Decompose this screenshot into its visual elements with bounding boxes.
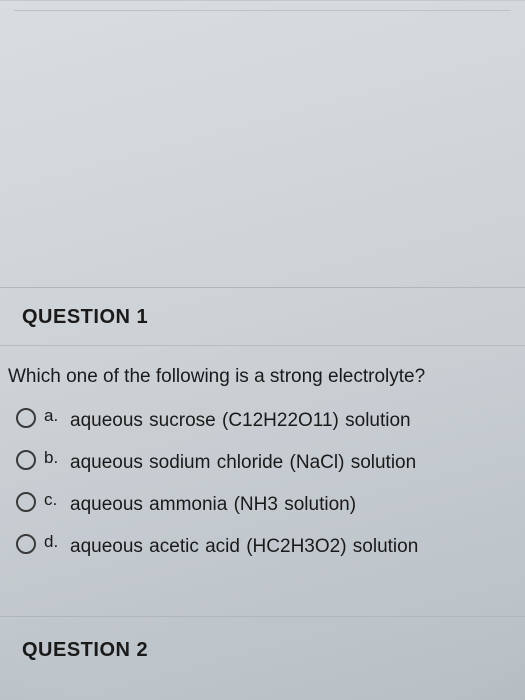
option-a-row[interactable]: a. aqueous sucrose (C12H22O11) solution (16, 398, 517, 440)
option-text: aqueous sodium chloride (NaCl) solution (70, 448, 416, 474)
faint-rule (0, 0, 525, 1)
option-letter: b. (44, 448, 64, 468)
radio-icon[interactable] (16, 408, 36, 428)
question-1-prompt: Which one of the following is a strong e… (0, 346, 525, 394)
option-text: aqueous sucrose (C12H22O11) solution (70, 406, 411, 432)
radio-icon[interactable] (16, 450, 36, 470)
question-1-options: a. aqueous sucrose (C12H22O11) solution … (0, 394, 525, 576)
option-letter: d. (44, 532, 64, 552)
option-text: aqueous ammonia (NH3 solution) (70, 490, 356, 516)
option-d-row[interactable]: d. aqueous acetic acid (HC2H3O2) solutio… (16, 524, 517, 566)
blank-region (0, 0, 525, 288)
option-letter: c. (44, 490, 64, 510)
question-2-heading: QUESTION 2 (0, 617, 525, 662)
question-1-heading: QUESTION 1 (0, 288, 525, 346)
option-c-row[interactable]: c. aqueous ammonia (NH3 solution) (16, 482, 517, 524)
radio-icon[interactable] (16, 492, 36, 512)
option-text: aqueous acetic acid (HC2H3O2) solution (70, 532, 418, 558)
option-b-row[interactable]: b. aqueous sodium chloride (NaCl) soluti… (16, 440, 517, 482)
radio-icon[interactable] (16, 534, 36, 554)
option-letter: a. (44, 406, 64, 426)
quiz-screen: QUESTION 1 Which one of the following is… (0, 0, 525, 700)
